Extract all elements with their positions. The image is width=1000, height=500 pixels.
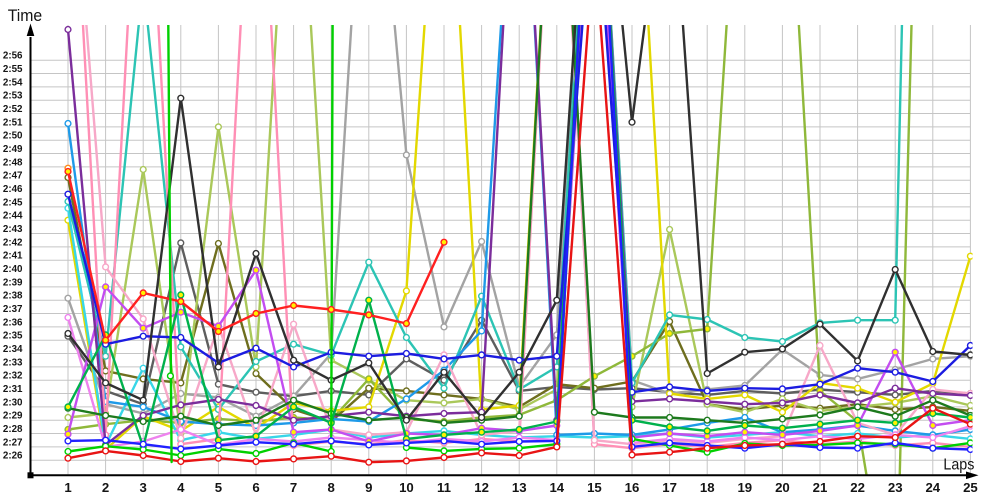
svg-text:2:35: 2:35 xyxy=(3,331,23,342)
svg-text:14: 14 xyxy=(549,480,564,495)
svg-text:24: 24 xyxy=(925,480,940,495)
svg-text:2:49: 2:49 xyxy=(3,144,23,155)
svg-text:2:27: 2:27 xyxy=(3,437,23,448)
svg-text:2:31: 2:31 xyxy=(3,384,23,395)
svg-text:2:41: 2:41 xyxy=(3,251,23,262)
svg-text:2:56: 2:56 xyxy=(3,51,23,62)
svg-text:25: 25 xyxy=(963,480,978,495)
svg-text:2:37: 2:37 xyxy=(3,304,23,315)
svg-text:21: 21 xyxy=(813,480,828,495)
svg-text:2:44: 2:44 xyxy=(3,211,23,222)
svg-text:2:29: 2:29 xyxy=(3,411,23,422)
svg-text:Time: Time xyxy=(8,6,43,25)
svg-text:16: 16 xyxy=(625,480,640,495)
svg-text:19: 19 xyxy=(737,480,752,495)
svg-text:2:42: 2:42 xyxy=(3,237,23,248)
svg-text:2:48: 2:48 xyxy=(3,157,23,168)
svg-text:3: 3 xyxy=(140,480,147,495)
svg-text:6: 6 xyxy=(252,480,259,495)
svg-text:23: 23 xyxy=(888,480,903,495)
svg-text:9: 9 xyxy=(365,480,372,495)
svg-text:22: 22 xyxy=(850,480,865,495)
svg-text:1: 1 xyxy=(64,480,71,495)
svg-text:2:47: 2:47 xyxy=(3,171,23,182)
svg-text:20: 20 xyxy=(775,480,790,495)
svg-text:2:45: 2:45 xyxy=(3,197,23,208)
svg-text:18: 18 xyxy=(700,480,715,495)
svg-text:17: 17 xyxy=(662,480,677,495)
svg-text:5: 5 xyxy=(215,480,222,495)
svg-text:2:30: 2:30 xyxy=(3,397,23,408)
svg-text:2:50: 2:50 xyxy=(3,131,23,142)
svg-text:2:52: 2:52 xyxy=(3,104,23,115)
svg-text:2:46: 2:46 xyxy=(3,184,23,195)
svg-text:13: 13 xyxy=(512,480,527,495)
svg-text:2:36: 2:36 xyxy=(3,317,23,328)
svg-text:2: 2 xyxy=(102,480,109,495)
svg-text:15: 15 xyxy=(587,480,602,495)
svg-text:2:33: 2:33 xyxy=(3,357,23,368)
svg-text:Laps: Laps xyxy=(943,457,974,474)
svg-text:2:26: 2:26 xyxy=(3,451,23,462)
svg-text:12: 12 xyxy=(474,480,489,495)
svg-text:2:43: 2:43 xyxy=(3,224,23,235)
svg-text:2:34: 2:34 xyxy=(3,344,23,355)
svg-text:2:28: 2:28 xyxy=(3,424,23,435)
svg-text:7: 7 xyxy=(290,480,297,495)
svg-text:10: 10 xyxy=(399,480,414,495)
svg-text:2:51: 2:51 xyxy=(3,117,23,128)
svg-text:2:39: 2:39 xyxy=(3,277,23,288)
svg-text:2:40: 2:40 xyxy=(3,264,23,275)
svg-text:2:54: 2:54 xyxy=(3,77,23,88)
svg-text:2:55: 2:55 xyxy=(3,64,23,75)
svg-text:2:38: 2:38 xyxy=(3,291,23,302)
svg-text:11: 11 xyxy=(437,480,451,495)
svg-text:2:32: 2:32 xyxy=(3,371,23,382)
svg-text:2:53: 2:53 xyxy=(3,91,23,102)
svg-text:8: 8 xyxy=(328,480,335,495)
svg-text:4: 4 xyxy=(177,480,185,495)
